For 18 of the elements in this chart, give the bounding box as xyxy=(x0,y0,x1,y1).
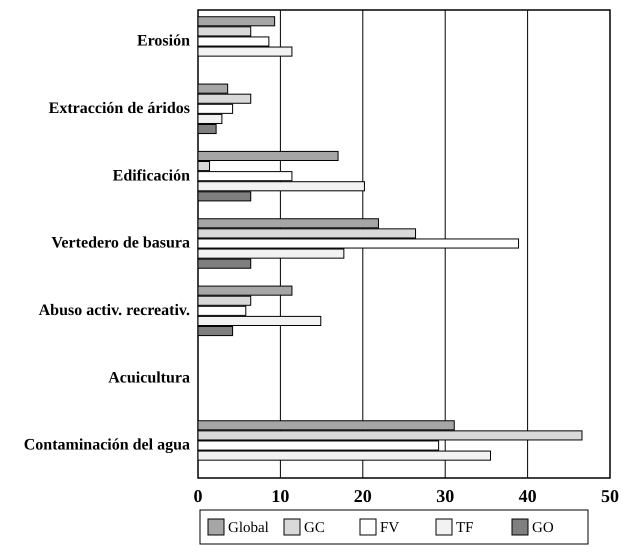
y-tick-label: Extracción de áridos xyxy=(48,100,190,117)
x-tick-label: 20 xyxy=(354,486,372,506)
y-tick-label: Edificación xyxy=(112,167,190,184)
y-tick-label: Erosión xyxy=(136,32,190,50)
y-tick-label: Acuicultura xyxy=(108,369,190,386)
legend-label: Global xyxy=(228,520,269,536)
y-tick-label: Abuso activ. recreativ. xyxy=(38,302,190,320)
legend-label: GO xyxy=(532,520,554,536)
x-tick-label: 50 xyxy=(601,486,619,506)
x-tick-label: 40 xyxy=(518,486,537,506)
x-tick-label: 10 xyxy=(271,486,290,506)
x-tick-label: 30 xyxy=(436,486,454,506)
x-tick-label: 0 xyxy=(194,486,202,506)
y-tick-label: Contaminación del agua xyxy=(24,436,190,454)
y-tick-label: Vertedero de basura xyxy=(51,234,190,252)
legend-label: FV xyxy=(380,520,400,536)
legend-label: TF xyxy=(456,520,474,536)
legend-label: GC xyxy=(304,520,325,536)
